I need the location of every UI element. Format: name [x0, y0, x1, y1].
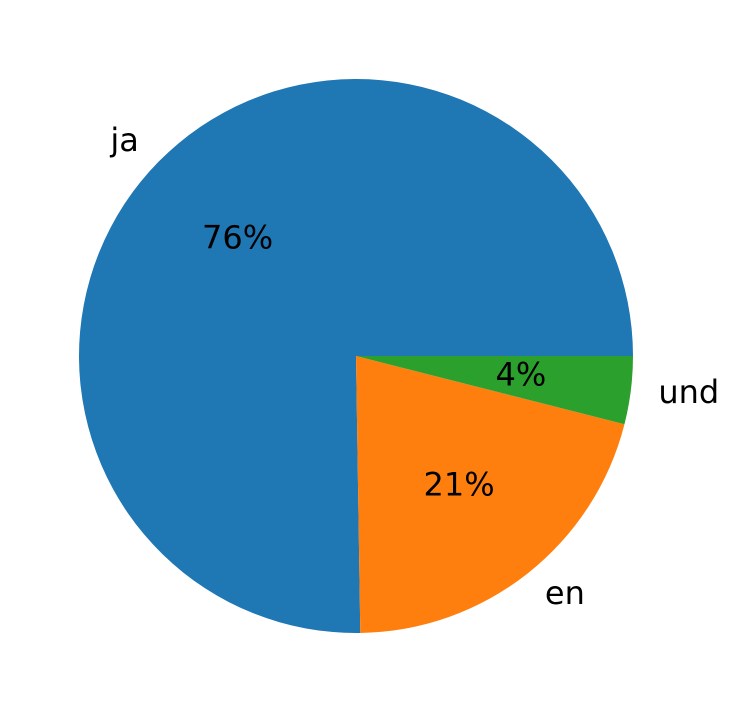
slice-label: und — [658, 373, 719, 411]
value-label: 4% — [496, 356, 547, 394]
pie-slice — [356, 356, 625, 633]
value-label: 76% — [202, 218, 273, 256]
slice-label: en — [545, 574, 585, 612]
value-label: 21% — [423, 465, 494, 503]
slice-label: ja — [109, 121, 139, 159]
pie-slice — [356, 356, 633, 425]
